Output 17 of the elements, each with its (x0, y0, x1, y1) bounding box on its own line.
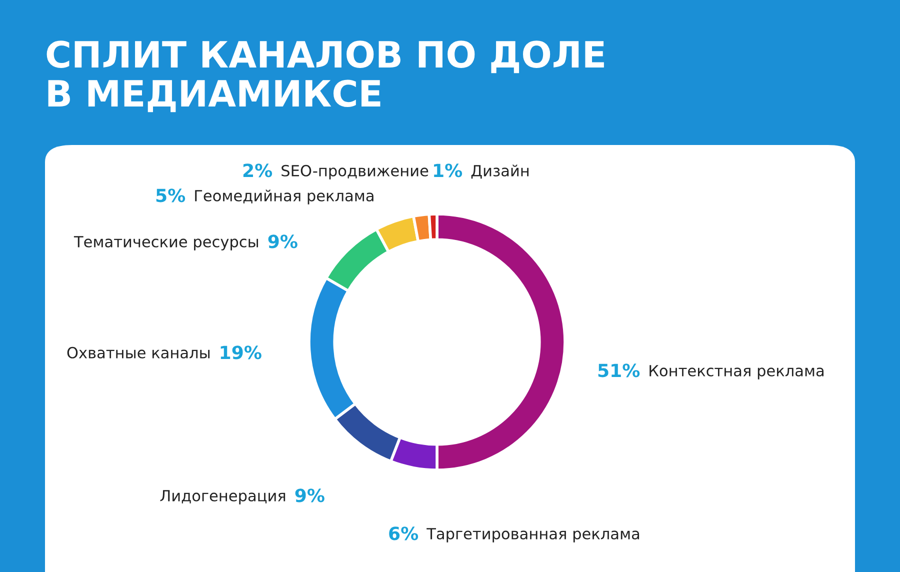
data-label: 19% (220, 346, 262, 360)
data-label: 51% (598, 364, 640, 378)
slice-label: Лидогенерация (160, 490, 286, 504)
slice-label: Таргетированная реклама (426, 528, 640, 542)
slice-label: Тематические ресурсы (74, 236, 258, 250)
data-label: 9% (268, 234, 298, 248)
data-label: 1% (434, 164, 462, 178)
slice-label: Дизайн (471, 164, 529, 179)
slice-label: Охватные каналы (67, 346, 210, 358)
chart-title: СПЛИТ КАНАЛОВ ПО ДОЛЕ В МЕДИАМИКСЕ (46, 40, 604, 112)
data-label: 6% (389, 526, 418, 540)
slice-label: SEO-продвижение (282, 164, 428, 180)
data-label: 9% (295, 488, 324, 502)
slice-label: Геомедийная реклама (195, 190, 374, 204)
slice-label: Контекстная реклама (650, 365, 824, 380)
data-label: 5% (156, 188, 186, 202)
data-label: 2% (243, 164, 272, 178)
